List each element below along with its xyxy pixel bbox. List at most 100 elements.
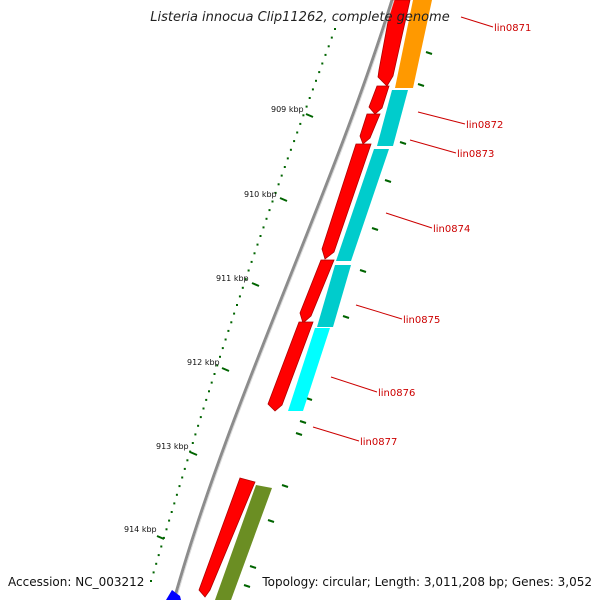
minor-tick <box>302 114 305 117</box>
minor-tick <box>183 467 186 470</box>
minor-tick <box>277 183 280 186</box>
minor-tick <box>268 209 271 212</box>
minor-tick <box>321 62 324 65</box>
minor-tick <box>170 511 173 513</box>
minor-tick <box>194 433 197 436</box>
minor-tick <box>318 71 321 74</box>
genome-backbone <box>172 0 394 600</box>
gene-labels: lin0871 lin0872 lin0873 lin0874 lin0875 … <box>312 16 531 448</box>
tick-label-909: 909 kbp <box>271 105 304 114</box>
gene-leader-lin0877 <box>312 426 360 442</box>
cds-lower <box>198 477 256 598</box>
cds-lin0876 <box>267 321 314 412</box>
minor-tick <box>233 312 236 315</box>
minor-tick <box>238 295 241 298</box>
gene-label-lin0874: lin0874 <box>433 224 470 235</box>
tick-mark-909 <box>305 113 314 118</box>
genome-backbone-edge <box>175 0 395 600</box>
minor-tick <box>168 519 171 522</box>
track-tick <box>267 519 275 523</box>
minor-tick <box>213 373 216 375</box>
tick-mark-912 <box>221 367 230 372</box>
cds-lin0873 <box>359 113 381 145</box>
gene-label-lin0875: lin0875 <box>403 315 440 326</box>
minor-tick <box>296 131 299 134</box>
minor-tick <box>236 304 238 306</box>
minor-tick <box>286 157 289 160</box>
gene-label-lin0872: lin0872 <box>466 120 503 131</box>
minor-tick <box>283 166 286 168</box>
tick-label-912: 912 kbp <box>187 358 220 367</box>
minor-tick <box>219 355 221 358</box>
gene-leader-lin0871 <box>460 16 494 28</box>
minor-tick <box>155 562 158 565</box>
track-tick <box>281 484 289 488</box>
minor-tick <box>202 407 205 410</box>
tick-label-911: 911 kbp <box>216 274 249 283</box>
track-tick <box>371 227 379 231</box>
cog-block-lin0871 <box>395 0 432 88</box>
cds-track <box>198 0 411 598</box>
gene-label-lin0871: lin0871 <box>494 23 531 34</box>
minor-tick <box>244 278 247 281</box>
minor-tick <box>334 28 336 30</box>
tick-mark-910 <box>279 197 288 202</box>
gene-label-lin0876: lin0876 <box>378 388 415 399</box>
accession-label: Accession: NC_003212 <box>8 575 145 589</box>
tick-label-913: 913 kbp <box>156 442 189 451</box>
blue-marker-icon <box>166 590 181 600</box>
minor-tick <box>216 364 219 367</box>
minor-tick <box>227 329 230 332</box>
cog-block-lin0874 <box>336 149 389 261</box>
minor-tick <box>178 485 181 488</box>
minor-tick <box>289 148 292 151</box>
gene-leader-lin0876 <box>330 376 378 393</box>
minor-tick <box>271 200 274 203</box>
minor-tick <box>262 226 265 229</box>
minor-tick <box>250 260 253 263</box>
track-tick <box>399 141 407 145</box>
genome-summary: Topology: circular; Length: 3,011,208 bp… <box>262 575 592 589</box>
minor-tick <box>221 347 224 350</box>
minor-tick <box>197 424 200 427</box>
minor-tick <box>324 53 327 56</box>
major-ticks: 909 kbp 910 kbp 911 kbp 912 kbp 913 kbp … <box>124 105 314 540</box>
cog-block-lin0875 <box>317 265 351 327</box>
gene-leader-lin0872 <box>417 111 466 125</box>
cds-lin0875 <box>299 259 335 324</box>
tick-mark-914 <box>156 535 165 540</box>
minor-tick <box>224 338 227 341</box>
minor-tick <box>181 476 184 479</box>
minor-tick <box>157 554 160 557</box>
minor-tick <box>274 191 277 194</box>
track-tick <box>249 565 257 569</box>
minor-tick <box>259 235 262 237</box>
minor-tick <box>293 140 296 143</box>
gene-leader-lin0874 <box>385 212 433 229</box>
tick-mark-913 <box>189 451 198 456</box>
minor-tick <box>311 88 314 91</box>
gene-leader-lin0875 <box>355 304 403 320</box>
tick-label-910: 910 kbp <box>244 190 277 199</box>
minor-tick <box>241 286 244 289</box>
minor-tick <box>327 45 330 48</box>
minor-tick <box>230 321 233 324</box>
cog-block-lin0872 <box>377 90 408 146</box>
minor-tick <box>299 122 302 125</box>
minor-tick <box>330 36 333 39</box>
track-tick <box>295 432 303 436</box>
minor-tick <box>173 502 176 505</box>
cog-track <box>215 0 432 600</box>
title-backing <box>335 20 349 28</box>
minor-tick <box>150 580 152 582</box>
minor-tick <box>175 493 178 496</box>
minor-tick <box>191 442 194 444</box>
track-tick <box>299 420 307 424</box>
tick-label-914: 914 kbp <box>124 525 157 534</box>
cds-lin0872 <box>368 85 390 115</box>
track-tick <box>384 179 392 183</box>
minor-tick <box>199 416 202 419</box>
minor-tick <box>165 528 168 531</box>
minor-tick <box>265 217 268 220</box>
tick-mark-911 <box>251 282 260 287</box>
